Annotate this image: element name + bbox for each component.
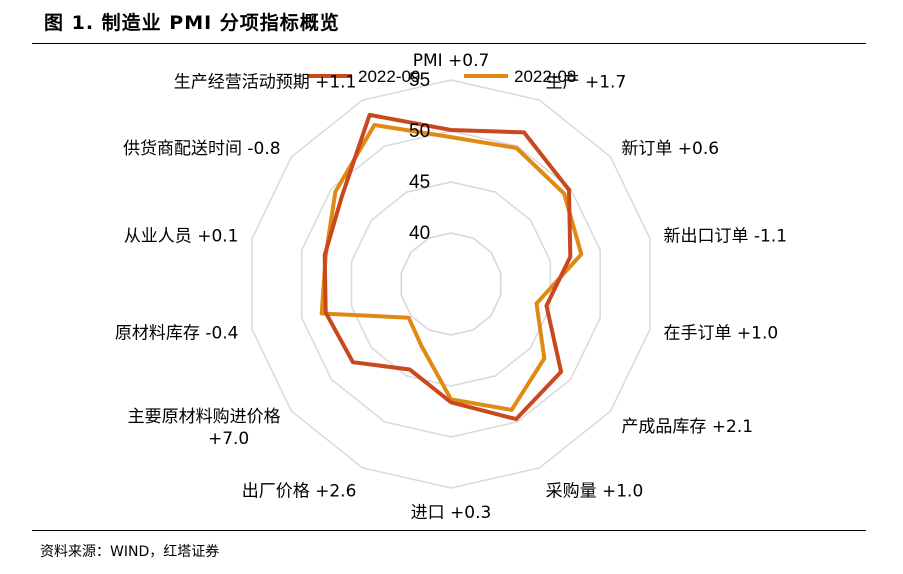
category-label: 产成品库存 +2.1 [621, 417, 753, 437]
category-label: 在手订单 +1.0 [664, 324, 779, 344]
category-label: 供货商配送时间 -0.8 [123, 139, 281, 159]
category-label: 原材料库存 -0.4 [115, 324, 239, 344]
grid-ring [251, 79, 651, 489]
tick-label: 55 [409, 70, 430, 91]
category-label-line: +7.0 [208, 429, 249, 449]
grid-ring [400, 232, 502, 336]
category-label: 进口 +0.3 [411, 503, 492, 523]
tick-label: 45 [409, 172, 430, 193]
category-label: 新订单 +0.6 [621, 139, 719, 159]
category-label: 采购量 +1.0 [546, 481, 644, 501]
legend-label-2022-09: 2022-09 [358, 67, 420, 86]
series-line-2022-08 [319, 123, 584, 412]
top-rule [32, 43, 866, 44]
category-label: 主要原材料购进价格+7.0 [128, 407, 281, 449]
tick-label: 40 [409, 223, 430, 244]
category-label: 生产经营活动预期 +1.1 [174, 73, 357, 93]
category-label: 从业人员 +0.1 [124, 227, 239, 247]
series-line-2022-09 [322, 112, 573, 422]
radial-ticks: 40 45 50 55 [409, 70, 430, 244]
radar-series [319, 112, 584, 422]
category-label: 出厂价格 +2.6 [242, 481, 357, 501]
figure-title: 图 1. 制造业 PMI 分项指标概览 [44, 12, 340, 34]
category-label-line: 主要原材料购进价格 [128, 407, 281, 427]
source-note: 资料来源：WIND，红塔证券 [40, 544, 220, 560]
legend: 2022-09 2022-08 [308, 67, 576, 86]
tick-label: 50 [409, 121, 430, 142]
radar-grid [251, 79, 651, 489]
category-label: PMI +0.7 [413, 51, 490, 71]
radar-chart: 2022-09 2022-08 40 45 50 55 PMI +0.7 生产 +1.7… [115, 51, 787, 523]
category-label: 新出口订单 -1.1 [664, 227, 788, 247]
legend-label-2022-08: 2022-08 [514, 67, 576, 86]
category-label: 生产 +1.7 [546, 73, 627, 93]
grid-ring [350, 181, 552, 387]
bottom-rule [32, 530, 866, 531]
category-labels: PMI +0.7 生产 +1.7 新订单 +0.6 新出口订单 -1.1 在手订单 +1… [115, 51, 787, 523]
grid-ring [301, 130, 601, 438]
